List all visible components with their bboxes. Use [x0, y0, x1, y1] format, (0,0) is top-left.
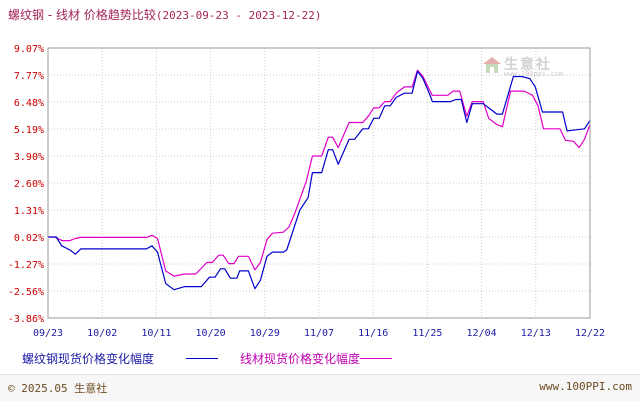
grid-lines — [47, 47, 591, 319]
legend-item-wire: 线材现货价格变化幅度 — [240, 352, 361, 366]
y-axis-ticks: 9.07% 7.77% 6.48% 5.19% 3.90% 2.60% 1.31% 0.02%… — [8, 44, 44, 325]
watermark: 生意社 www.100ppi.com — [480, 54, 576, 78]
y-tick-label: -3.86% — [8, 314, 44, 325]
x-tick-label: 12/13 — [521, 328, 551, 339]
y-tick-label: -2.56% — [8, 287, 44, 298]
x-tick-label: 10/11 — [141, 328, 171, 339]
x-axis-ticks: 09/23 10/02 10/11 10/20 10/29 11/07 11/16 11/25… — [33, 328, 605, 339]
y-tick-label: -1.27% — [8, 260, 44, 271]
legend-swatch-rebar — [186, 358, 218, 359]
series-lines — [48, 69, 591, 291]
series-line-rebar — [48, 70, 591, 291]
y-tick-label: 9.07% — [14, 44, 44, 55]
y-tick-label: 1.31% — [14, 206, 44, 217]
x-tick-label: 10/20 — [196, 328, 226, 339]
footer-website-link[interactable]: www.100PPI.com — [539, 380, 632, 393]
title-separator: - — [47, 8, 53, 22]
house-logo-icon — [483, 57, 501, 73]
x-tick-label: 11/16 — [358, 328, 388, 339]
y-tick-label: 5.19% — [14, 125, 44, 136]
x-tick-label: 10/29 — [250, 328, 280, 339]
watermark-url: www.100ppi.com — [504, 70, 564, 78]
y-tick-label: 2.60% — [14, 179, 44, 190]
legend-swatch-wire — [360, 358, 392, 359]
chart-title: 螺纹钢 - 线材 价格趋势比较(2023-09-23 - 2023-12-22) — [8, 6, 321, 23]
y-tick-label: 6.48% — [14, 98, 44, 109]
x-tick-label: 09/23 — [33, 328, 63, 339]
plot-frame — [47, 47, 591, 319]
x-tick-label: 12/04 — [467, 328, 497, 339]
x-tick-label: 10/02 — [87, 328, 117, 339]
y-tick-label: 0.02% — [14, 233, 44, 244]
title-compare-product: 线材 — [56, 8, 81, 22]
footer-copyright: © 2025.05 生意社 — [8, 382, 108, 395]
title-suffix: 价格趋势比较 — [83, 8, 156, 22]
title-date-range: (2023-09-23 - 2023-12-22) — [155, 9, 322, 22]
watermark-brand: 生意社 — [504, 57, 552, 73]
x-tick-label: 11/07 — [304, 328, 334, 339]
y-tick-label: 7.77% — [14, 71, 44, 82]
x-tick-label: 12/22 — [575, 328, 605, 339]
series-line-wire — [48, 69, 591, 277]
footer-bar: © 2025.05 生意社 www.100PPI.com — [0, 374, 640, 401]
y-tick-label: 3.90% — [14, 152, 44, 163]
x-tick-label: 11/25 — [412, 328, 442, 339]
title-product: 螺纹钢 — [8, 8, 45, 22]
legend-item-rebar: 螺纹钢现货价格变化幅度 — [22, 352, 155, 366]
